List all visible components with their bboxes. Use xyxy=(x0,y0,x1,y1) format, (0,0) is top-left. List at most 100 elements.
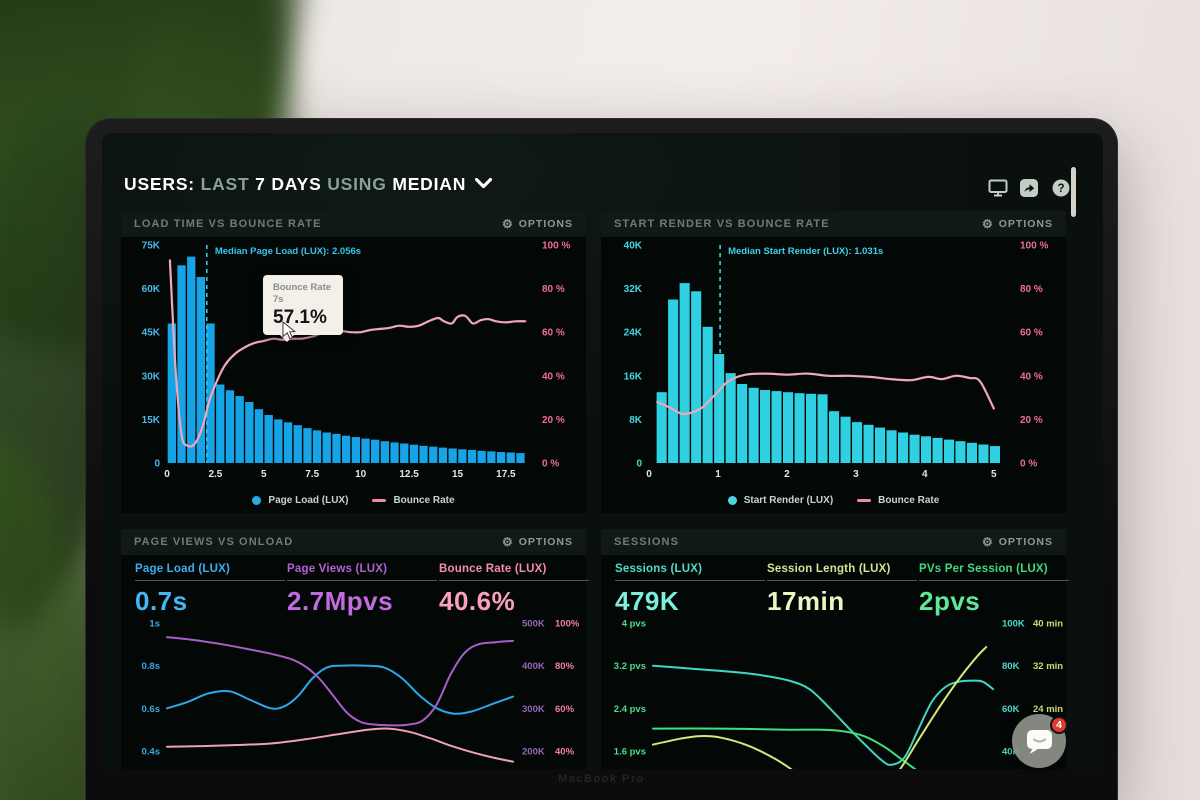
svg-text:0 %: 0 % xyxy=(1020,459,1037,470)
svg-text:100 %: 100 % xyxy=(542,241,570,252)
metric-label: Page Load (LUX) xyxy=(135,563,285,581)
display-icon[interactable] xyxy=(988,179,1008,197)
svg-text:0.6s: 0.6s xyxy=(142,704,161,715)
share-icon[interactable] xyxy=(1020,179,1040,197)
svg-text:80 %: 80 % xyxy=(542,284,565,295)
legend-item[interactable]: Start Render (LUX) xyxy=(727,494,834,506)
svg-text:0: 0 xyxy=(636,459,642,470)
chat-widget-button[interactable]: 4 xyxy=(1012,714,1068,768)
svg-text:400K: 400K xyxy=(522,661,545,672)
legend-item[interactable]: Bounce Rate xyxy=(857,495,939,506)
svg-text:0: 0 xyxy=(646,469,652,480)
options-button[interactable]: ⚙ OPTIONS xyxy=(981,535,1053,549)
page-title[interactable]: USERS: LAST 7 DAYS USING MEDIAN xyxy=(124,173,493,195)
options-button[interactable]: ⚙ OPTIONS xyxy=(501,217,573,231)
svg-text:12.5: 12.5 xyxy=(399,469,419,480)
metric-row: Page Load (LUX) 0.7s Page Views (LUX) 2.7Mp… xyxy=(121,555,589,616)
svg-text:60K: 60K xyxy=(1002,704,1020,715)
legend-item[interactable]: Bounce Rate xyxy=(372,494,455,506)
legend-label: Bounce Rate xyxy=(393,494,455,506)
device-label: MacBook Pro xyxy=(558,773,645,785)
metric-row: Sessions (LUX) 479K Session Length (LUX) 17… xyxy=(601,555,1069,616)
metric-label: Bounce Rate (LUX) xyxy=(439,563,589,581)
svg-text:45K: 45K xyxy=(142,328,161,339)
panel-title: START RENDER VS BOUNCE RATE xyxy=(614,218,830,230)
svg-text:3.2 pvs: 3.2 pvs xyxy=(614,661,646,672)
svg-text:20 %: 20 % xyxy=(1020,415,1043,426)
tooltip-label: Bounce Rate xyxy=(273,282,332,293)
svg-text:1: 1 xyxy=(715,469,721,480)
metric-label: Sessions (LUX) xyxy=(615,563,765,581)
options-button[interactable]: ⚙ OPTIONS xyxy=(981,217,1053,231)
metric-value: 2pvs xyxy=(919,586,981,616)
bounce-rate-tooltip: Bounce Rate 7s 57.1% xyxy=(263,275,344,342)
metric-value: 2.7Mpvs xyxy=(287,586,394,616)
title-part: MEDIAN xyxy=(392,174,467,194)
svg-text:80K: 80K xyxy=(1002,661,1020,672)
svg-text:2.4 pvs: 2.4 pvs xyxy=(614,704,646,715)
svg-text:Median Start Render (LUX): 1.0: Median Start Render (LUX): 1.031s xyxy=(728,246,883,257)
svg-text:40 min: 40 min xyxy=(1033,619,1063,630)
panel-sessions: SESSIONS ⚙ OPTIONS Sessions (LUX) 479K Sess… xyxy=(601,529,1069,769)
panel-title: LOAD TIME VS BOUNCE RATE xyxy=(134,218,322,230)
svg-text:20 %: 20 % xyxy=(542,415,565,426)
scrollbar[interactable] xyxy=(1071,167,1076,217)
legend-label: Bounce Rate xyxy=(878,494,940,506)
svg-text:60 %: 60 % xyxy=(1020,328,1043,339)
panel-load-time-vs-bounce-rate: LOAD TIME VS BOUNCE RATE ⚙ OPTIONS 75K 60K… xyxy=(121,211,586,513)
svg-text:200K: 200K xyxy=(522,747,545,758)
metric: Sessions (LUX) 479K xyxy=(615,563,765,616)
sessions-line-chart[interactable]: 4 pvs 3.2 pvs 2.4 pvs 1.6 pvs 100K 80K 60K 40K 4… xyxy=(601,613,1066,769)
svg-text:80%: 80% xyxy=(555,661,575,672)
svg-text:15K: 15K xyxy=(142,415,161,426)
legend-line-marker xyxy=(372,498,387,502)
chart-legend: Start Render (LUX) Bounce Rate xyxy=(601,487,1066,513)
metric: PVs Per Session (LUX) 2pvs xyxy=(919,563,1069,616)
legend-item[interactable]: Page Load (LUX) xyxy=(252,495,348,506)
svg-text:15: 15 xyxy=(452,469,464,480)
svg-text:0: 0 xyxy=(164,469,170,480)
svg-text:0 %: 0 % xyxy=(542,459,559,470)
metric: Page Load (LUX) 0.7s xyxy=(135,563,285,616)
svg-text:40%: 40% xyxy=(555,747,575,758)
metric-value: 0.7s xyxy=(135,586,188,616)
metric-label: Page Views (LUX) xyxy=(287,563,437,581)
svg-text:32 min: 32 min xyxy=(1033,661,1063,672)
chat-bubble-icon xyxy=(1027,730,1052,754)
start-render-histogram-chart[interactable]: 40K 32K 24K 16K 8K 0 100 % 80 % 60 % 40 % 20 % 0 % 0… xyxy=(601,237,1066,487)
svg-text:0.8s: 0.8s xyxy=(142,661,161,672)
chevron-down-icon[interactable] xyxy=(475,173,493,194)
svg-text:7.5: 7.5 xyxy=(305,469,319,480)
metric-value: 479K xyxy=(615,586,680,616)
panel-header: LOAD TIME VS BOUNCE RATE ⚙ OPTIONS xyxy=(121,211,586,237)
metric: Session Length (LUX) 17min xyxy=(767,563,917,616)
legend-dot-marker xyxy=(252,495,262,505)
svg-text:80 %: 80 % xyxy=(1020,284,1043,295)
svg-text:10: 10 xyxy=(355,469,367,480)
load-time-histogram-chart[interactable]: 75K 60K 45K 30K 15K 0 100 % 80 % 60 % 40 % 20 % 0 %… xyxy=(121,237,586,487)
gear-icon: ⚙ xyxy=(501,217,514,231)
svg-text:300K: 300K xyxy=(522,704,545,715)
svg-text:2: 2 xyxy=(784,469,790,480)
svg-text:40K: 40K xyxy=(624,241,643,252)
options-button[interactable]: ⚙ OPTIONS xyxy=(501,535,573,549)
legend-label: Start Render (LUX) xyxy=(743,494,834,506)
svg-text:24K: 24K xyxy=(624,328,643,339)
svg-text:4 pvs: 4 pvs xyxy=(622,619,646,630)
panel-page-views-vs-onload: PAGE VIEWS VS ONLOAD ⚙ OPTIONS Page Load … xyxy=(121,529,589,769)
svg-text:1.6 pvs: 1.6 pvs xyxy=(614,747,646,758)
page-views-line-chart[interactable]: 1s 0.8s 0.6s 0.4s 500K 400K 300K 200K 100% 80% 60%… xyxy=(121,613,586,769)
svg-text:40 %: 40 % xyxy=(542,371,565,382)
mouse-cursor-icon xyxy=(282,320,297,345)
legend-dot-marker xyxy=(727,495,737,505)
screen: USERS: LAST 7 DAYS USING MEDIAN ? LOAD T… xyxy=(102,133,1103,769)
legend-line-marker xyxy=(857,498,872,502)
svg-text:100 %: 100 % xyxy=(1020,241,1048,252)
help-icon[interactable]: ? xyxy=(1052,179,1072,197)
svg-text:40K: 40K xyxy=(1002,747,1020,758)
svg-text:3: 3 xyxy=(853,469,859,480)
metric-value: 40.6% xyxy=(439,586,516,616)
gear-icon: ⚙ xyxy=(501,535,514,549)
chart-legend: Page Load (LUX) Bounce Rate xyxy=(121,487,586,513)
gear-icon: ⚙ xyxy=(981,535,994,549)
